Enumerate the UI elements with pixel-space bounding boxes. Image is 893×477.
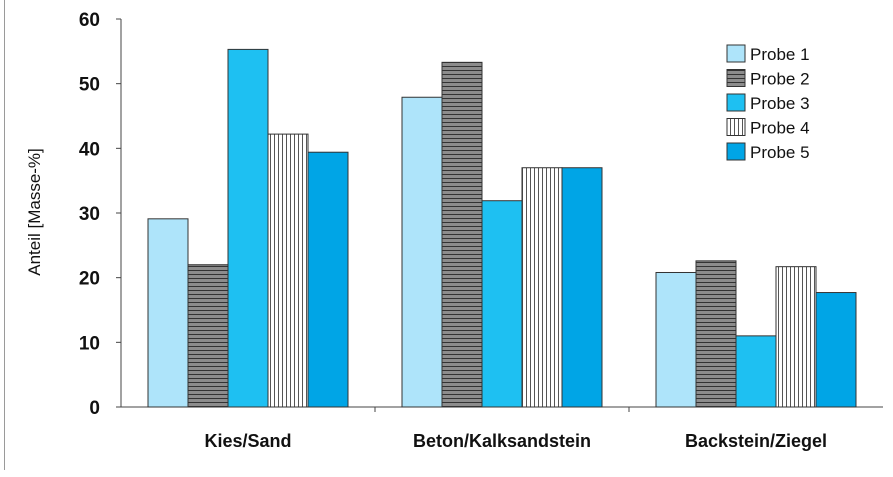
y-axis-label: Anteil [Masse-%] bbox=[25, 148, 44, 276]
chart-tick-labels: 0 10 20 30 40 50 60 Kies/Sand Beton/Kalksandstei… bbox=[79, 10, 827, 451]
legend-swatch bbox=[726, 44, 746, 63]
chart-legend: Probe 1 Probe 2 Probe 3 Probe 4 Probe 5 bbox=[726, 44, 810, 162]
left-border-line bbox=[4, 0, 5, 470]
legend-label: Probe 1 bbox=[750, 45, 810, 64]
bar-4-2 bbox=[521, 167, 563, 408]
bar-2-1 bbox=[187, 264, 229, 408]
y-tick-label: 10 bbox=[79, 333, 100, 354]
x-category-label: Beton/Kalksandstein bbox=[413, 431, 591, 451]
bar-3-2 bbox=[481, 200, 523, 408]
bar-5-1 bbox=[307, 151, 349, 408]
legend-swatch bbox=[726, 118, 746, 136]
x-category-label: Kies/Sand bbox=[204, 431, 291, 451]
y-tick-label: 20 bbox=[79, 269, 100, 290]
y-tick-label: 60 bbox=[79, 10, 100, 31]
legend-swatch bbox=[726, 93, 746, 112]
bar-1-3 bbox=[655, 271, 697, 408]
legend-swatch bbox=[726, 69, 746, 87]
y-tick-label: 30 bbox=[79, 204, 100, 225]
bar-2-3 bbox=[695, 260, 737, 408]
chart-bars bbox=[147, 48, 857, 408]
y-tick-label: 0 bbox=[89, 398, 100, 419]
bar-4-3 bbox=[775, 266, 817, 408]
legend-label: Probe 4 bbox=[750, 119, 810, 138]
bar-2-2 bbox=[441, 61, 483, 408]
bar-1-1 bbox=[147, 218, 189, 408]
legend-label: Probe 5 bbox=[750, 143, 810, 162]
bar-3-1 bbox=[227, 48, 269, 408]
bar-5-2 bbox=[561, 167, 603, 408]
x-category-label: Backstein/Ziegel bbox=[685, 431, 827, 451]
y-tick-label: 40 bbox=[79, 139, 100, 160]
bar-3-3 bbox=[735, 335, 777, 408]
bar-4-1 bbox=[267, 133, 309, 408]
bar-1-2 bbox=[401, 96, 443, 408]
legend-label: Probe 2 bbox=[750, 70, 810, 89]
legend-swatch bbox=[726, 142, 746, 161]
y-tick-label: 50 bbox=[79, 75, 100, 96]
legend-label: Probe 3 bbox=[750, 94, 810, 113]
bar-5-3 bbox=[815, 292, 857, 408]
